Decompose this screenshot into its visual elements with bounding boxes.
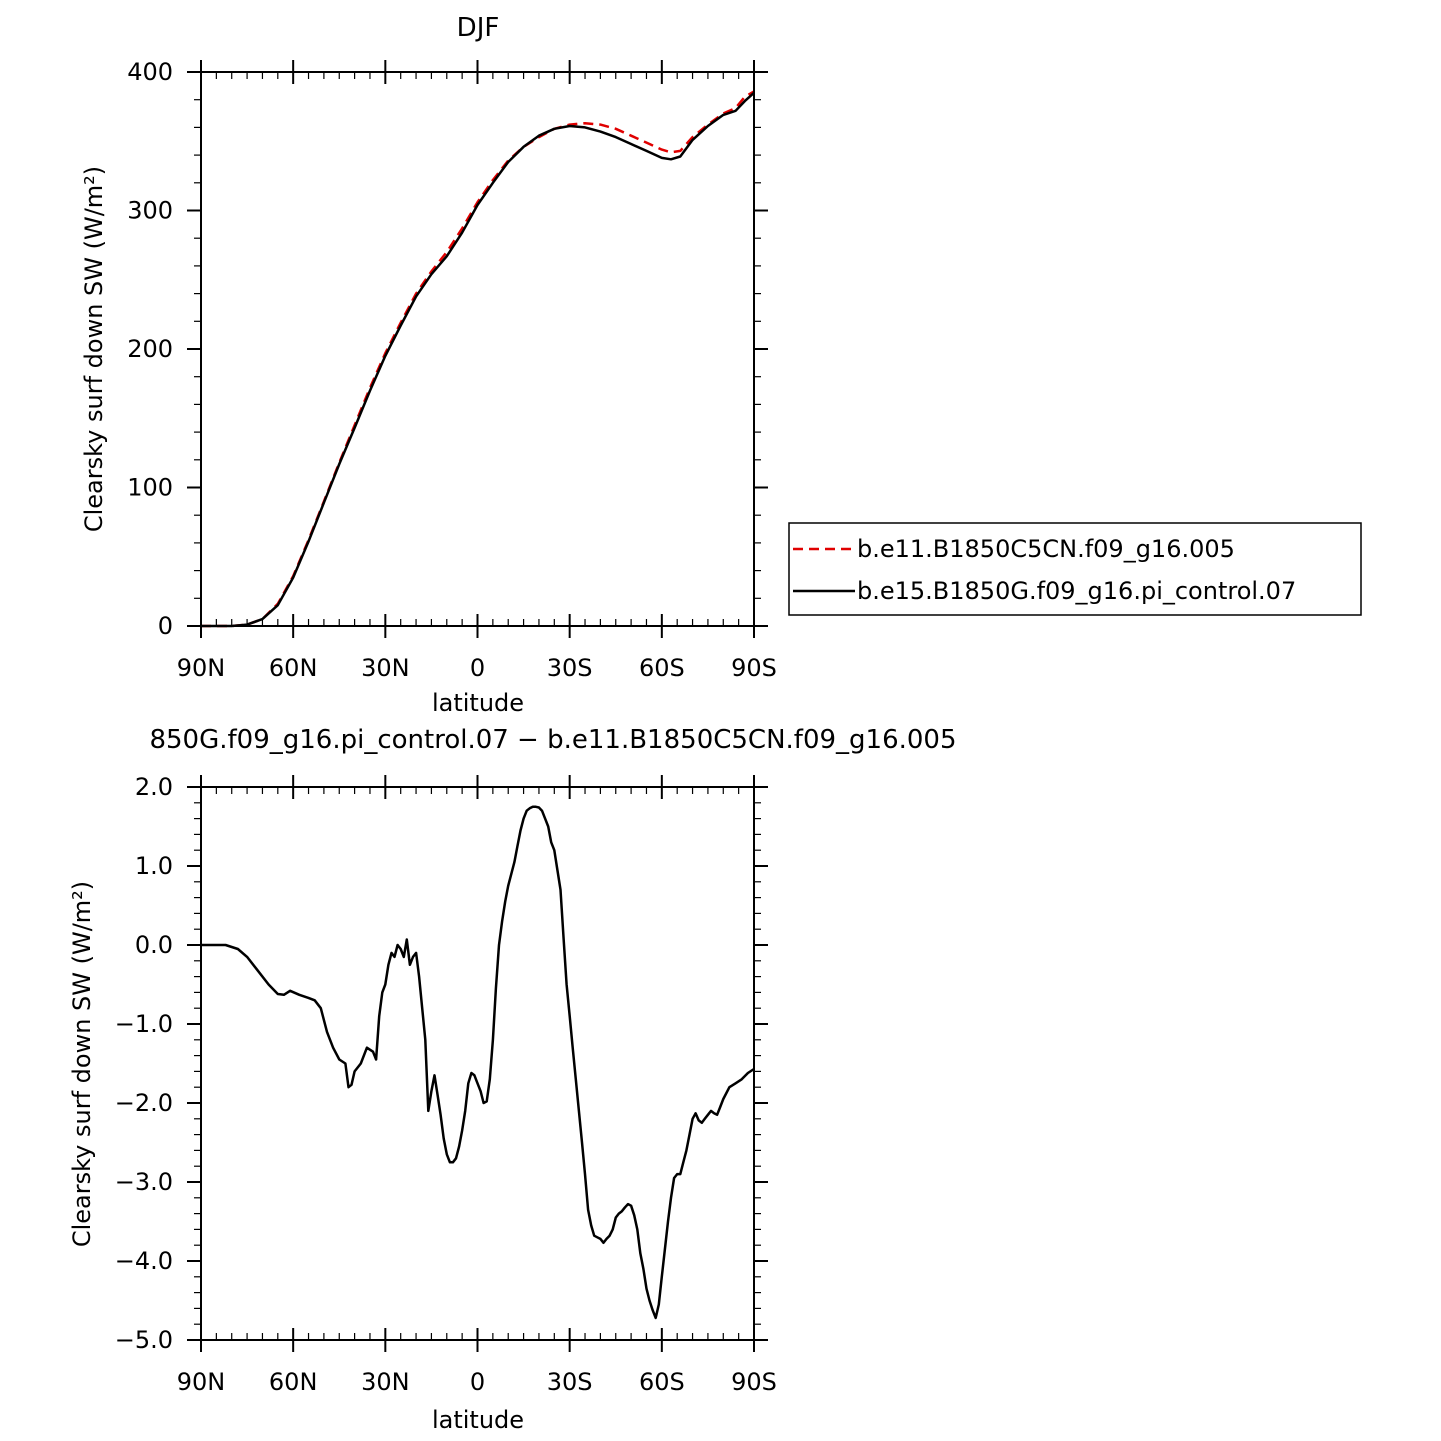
x-tick-label: 0 [470, 654, 485, 682]
y-tick-label: −3.0 [115, 1168, 173, 1196]
x-tick-label: 30S [547, 654, 593, 682]
legend: b.e11.B1850C5CN.f09_g16.005 b.e15.B1850G… [788, 522, 1362, 616]
x-axis-label: latitude [432, 1406, 524, 1434]
x-tick-label: 90S [731, 654, 777, 682]
y-tick-label: 0.0 [135, 931, 173, 959]
y-tick-label: 1.0 [135, 852, 173, 880]
series-line-1 [201, 90, 755, 628]
x-tick-label: 30N [361, 654, 410, 682]
y-tick-label: 2.0 [135, 773, 173, 801]
y-tick-label: −1.0 [115, 1010, 173, 1038]
chart-title: DJF [457, 13, 500, 43]
plot-frame [200, 71, 755, 627]
x-tick-label: 60S [639, 1368, 685, 1396]
x-tick-label: 60N [269, 1368, 318, 1396]
x-axis-label: latitude [432, 689, 524, 717]
y-tick-label: 400 [127, 58, 173, 86]
bottom-panel: 850G.f09_g16.pi_control.07 − b.e11.B1850… [68, 725, 957, 1434]
x-tick-label: 60N [269, 654, 318, 682]
chart-title: 850G.f09_g16.pi_control.07 − b.e11.B1850… [149, 725, 956, 755]
x-tick-label: 30S [547, 1368, 593, 1396]
y-tick-label: 0 [158, 612, 173, 640]
y-axis-label: Clearsky surf down SW (W/m²) [80, 166, 108, 532]
plot-area: 90N 60N 30N 0 30S 60S 90S 0 100 200 300 400 [127, 58, 777, 682]
y-tick-label: 300 [127, 197, 173, 225]
plot-area: 90N 60N 30N 0 30S 60S 90S 2.0 1.0 0.0 −1.0 −2.0 −3.0… [115, 773, 777, 1396]
series-line-1 [201, 805, 755, 1320]
series-line-2 [201, 91, 755, 628]
y-tick-label: −5.0 [115, 1326, 173, 1354]
legend-label-series-1: b.e11.B1850C5CN.f09_g16.005 [857, 535, 1235, 563]
x-tick-label: 30N [361, 1368, 410, 1396]
x-tick-label: 90N [177, 654, 226, 682]
plot-frame [200, 786, 755, 1341]
x-tick-label: 0 [470, 1368, 485, 1396]
y-tick-label: −2.0 [115, 1089, 173, 1117]
y-tick-label: 100 [127, 474, 173, 502]
x-tick-label: 90N [177, 1368, 226, 1396]
y-tick-label: 200 [127, 335, 173, 363]
y-tick-label: −4.0 [115, 1247, 173, 1275]
x-tick-label: 90S [731, 1368, 777, 1396]
top-panel: DJF 90N 60N 30N 0 30S 60S 90S 0 100 200 300 400 Cle… [80, 13, 777, 717]
y-axis-label: Clearsky surf down SW (W/m²) [68, 881, 96, 1247]
legend-box [788, 522, 1362, 616]
x-tick-label: 60S [639, 654, 685, 682]
legend-label-series-2: b.e15.B1850G.f09_g16.pi_control.07 [857, 577, 1296, 605]
